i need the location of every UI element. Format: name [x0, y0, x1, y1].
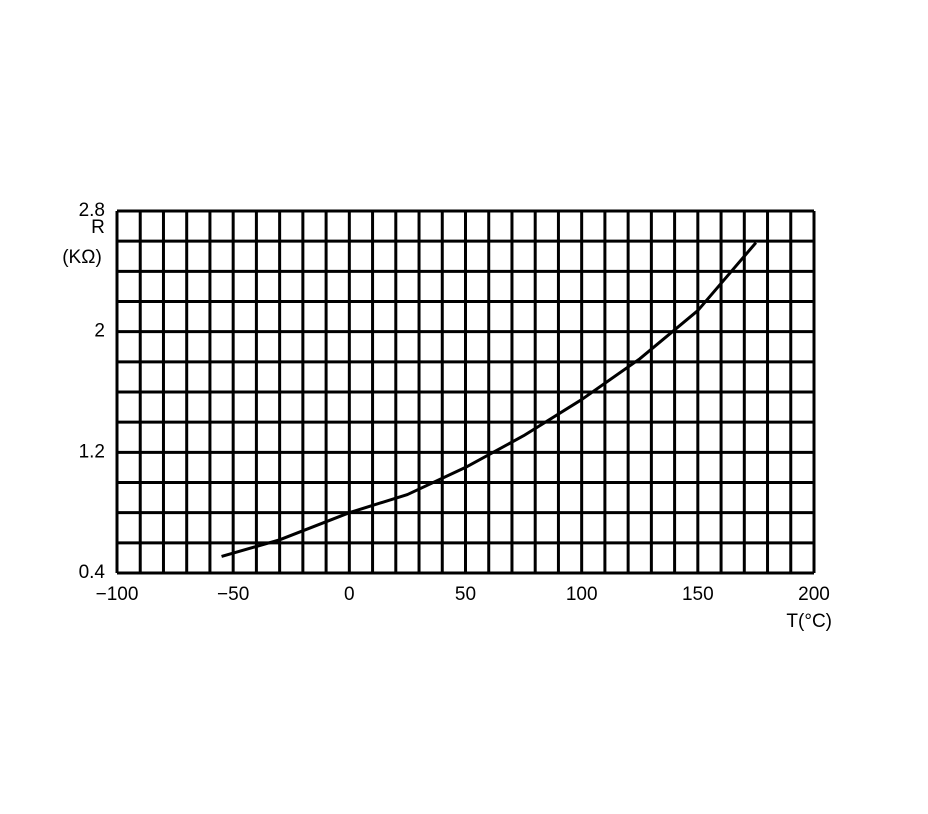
data-line — [221, 241, 758, 558]
y-axis-label: R — [91, 217, 105, 238]
x-tick-label: 50 — [455, 584, 476, 605]
x-tick-label: −100 — [96, 584, 139, 605]
x-tick-label: 200 — [798, 584, 830, 605]
x-tick-label: 150 — [682, 584, 714, 605]
x-tick-label: 0 — [344, 584, 355, 605]
x-tick-label: 100 — [566, 584, 598, 605]
y-axis-label: (KΩ) — [62, 247, 102, 268]
x-axis-label: T(°C) — [786, 611, 832, 632]
y-tick-label: 2.8 — [79, 200, 105, 221]
x-tick-label: −50 — [217, 584, 249, 605]
y-tick-label: 0.4 — [79, 562, 106, 583]
y-tick-label: 2 — [94, 321, 105, 342]
y-tick-label: 1.2 — [79, 441, 105, 462]
